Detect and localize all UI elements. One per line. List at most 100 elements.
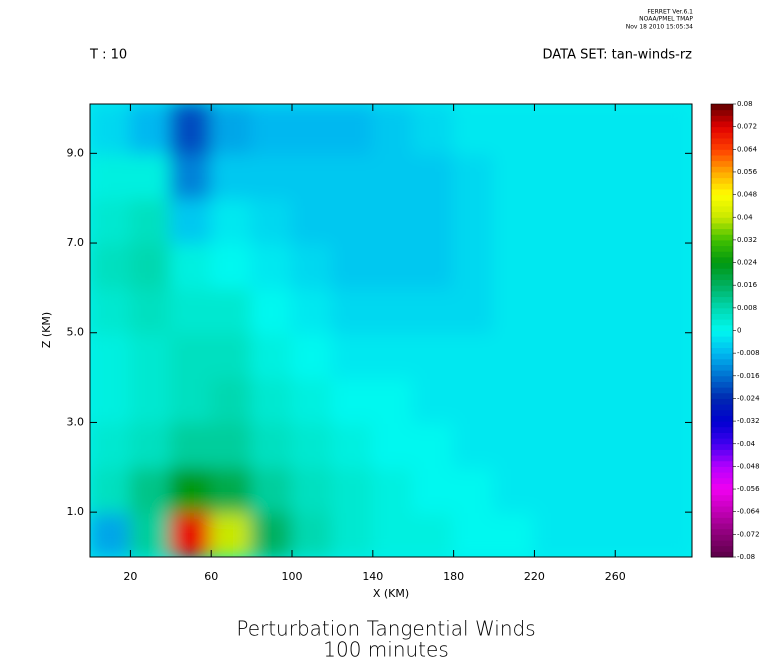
field-cell <box>614 421 657 469</box>
field-cell <box>533 466 576 514</box>
field-cell <box>654 466 692 514</box>
field-cell <box>493 197 536 245</box>
colorbar-band <box>711 126 733 133</box>
colorbar-band <box>711 506 733 513</box>
colorbar-band <box>711 511 733 518</box>
field-cell <box>452 197 496 245</box>
field-cell <box>90 152 132 200</box>
x-tick-label: 100 <box>282 570 303 583</box>
field-cell <box>129 421 172 469</box>
colorbar-band <box>711 472 733 479</box>
field-cell <box>331 421 374 469</box>
colorbar-tick-label: 0.056 <box>737 168 758 176</box>
x-tick-label: 260 <box>605 570 626 583</box>
field-cell <box>493 286 536 334</box>
field-cell <box>129 466 172 514</box>
field-cell <box>291 376 334 424</box>
field-cell <box>412 511 455 557</box>
colorbar-band <box>711 347 733 354</box>
field-cell <box>169 152 213 200</box>
colorbar-band <box>711 205 733 213</box>
colorbar-band <box>711 494 733 501</box>
axes: 20 60 100 140 180 220 260 1.0 3.0 5.0 7.0 9.0 -0.08 -… <box>67 100 761 583</box>
field-cell <box>210 376 253 424</box>
field-cell <box>210 286 253 334</box>
field-cell <box>654 197 692 245</box>
field-cell <box>452 242 496 289</box>
field-cell <box>533 242 576 289</box>
field-cell <box>412 466 455 514</box>
colorbar-band <box>711 302 733 309</box>
field-cell <box>169 511 213 557</box>
colorbar-band <box>711 432 733 439</box>
field-cell <box>90 376 132 424</box>
colorbar-tick-label: -0.08 <box>737 553 755 561</box>
colorbar-band <box>711 375 733 382</box>
colorbar-band <box>711 285 733 292</box>
colorbar-band <box>711 268 733 275</box>
colorbar-band <box>711 290 733 298</box>
colorbar-tick-label: 0.008 <box>737 304 757 312</box>
colorbar-band <box>711 443 733 450</box>
field-cell <box>533 511 576 557</box>
colorbar-band <box>711 313 733 320</box>
field-cell <box>169 376 213 424</box>
field-cell <box>291 331 334 379</box>
header-line: FERRET Ver.6.1 <box>647 9 693 16</box>
field-cell <box>412 197 455 245</box>
field-cell <box>291 466 334 514</box>
colorbar-band <box>711 143 733 150</box>
field-cell <box>573 104 617 155</box>
colorbar-band <box>711 262 733 269</box>
colorbar-band <box>711 137 733 145</box>
colorbar-band <box>711 245 733 252</box>
colorbar-band <box>711 523 733 530</box>
field-cell <box>452 421 496 469</box>
colorbar-band <box>711 307 733 315</box>
colorbar-band <box>711 353 733 360</box>
field-cell <box>210 152 253 200</box>
field-cell <box>169 286 213 334</box>
colorbar-band <box>711 211 733 218</box>
field-cell <box>129 331 172 379</box>
field-cell <box>291 421 334 469</box>
field-cell <box>654 286 692 334</box>
y-axis-label: Z (KM) <box>40 312 53 348</box>
field-cell <box>452 511 496 557</box>
field-cell <box>654 152 692 200</box>
colorbar-tick-label: -0.04 <box>737 440 756 448</box>
dataset-label: DATA SET: tan-winds-rz <box>543 48 693 63</box>
field-cell <box>90 197 132 245</box>
colorbar-band <box>711 104 733 111</box>
colorbar-band <box>711 438 733 445</box>
field-cell <box>654 511 692 557</box>
colorbar-tick-label: 0.064 <box>737 145 758 153</box>
colorbar-tick-label: -0.032 <box>737 417 760 425</box>
colorbar-band <box>711 409 733 416</box>
y-tick-label: 9.0 <box>67 146 85 159</box>
colorbar-band <box>711 183 733 190</box>
colorbar-band <box>711 251 733 258</box>
field-cell <box>129 511 172 557</box>
field-cell <box>250 511 294 557</box>
x-tick-label: 140 <box>362 570 383 583</box>
y-tick-label: 5.0 <box>67 326 85 339</box>
field-cell <box>493 466 536 514</box>
header-line: Nov 18 2010 15:05:34 <box>626 24 693 31</box>
colorbar-band <box>711 109 733 116</box>
field-cell <box>654 376 692 424</box>
colorbar-tick-label: 0.024 <box>737 259 758 267</box>
field-cell <box>412 152 455 200</box>
field-cell <box>331 197 374 245</box>
field-cell <box>291 242 334 289</box>
colorbar-band <box>711 392 733 399</box>
field-cell <box>654 242 692 289</box>
colorbar-band <box>711 194 733 201</box>
field-cell <box>250 242 294 289</box>
colorbar-band <box>711 234 733 241</box>
field-cell <box>614 376 657 424</box>
field-cell <box>250 152 294 200</box>
field-cell <box>169 421 213 469</box>
field-cell <box>371 197 415 245</box>
colorbar-band <box>711 149 733 156</box>
